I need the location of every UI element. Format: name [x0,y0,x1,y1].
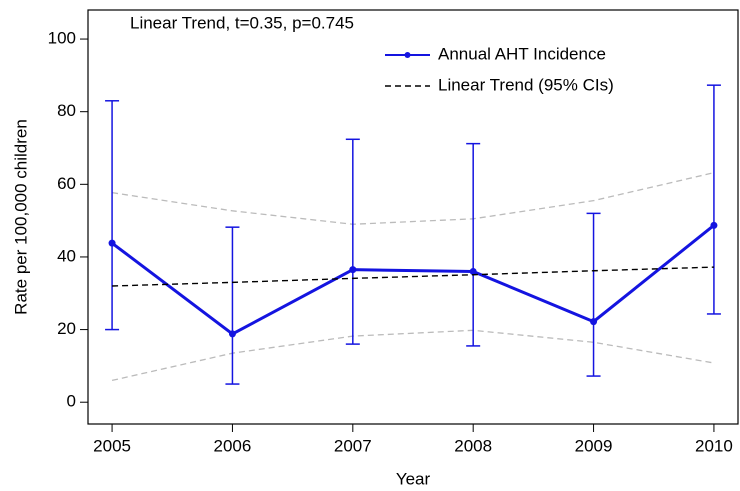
x-tick-label: 2010 [695,436,733,455]
point [108,239,116,247]
point [710,221,718,229]
point [228,330,236,338]
x-tick-label: 2005 [93,436,131,455]
ci-upper-line [111,172,715,225]
ci-lower-line [111,329,715,382]
plot-frame [87,9,739,425]
point [590,318,598,326]
y-axis-title: Rate per 100,000 children [11,119,30,315]
point [469,267,477,275]
y-tick-label: 80 [57,101,76,120]
legend-marker [404,52,411,58]
series-line [111,224,715,336]
x-tick-label: 2007 [334,436,372,455]
x-tick-label: 2006 [214,436,252,455]
series-line [112,266,714,287]
y-tick-label: 0 [67,392,76,411]
legend-label: Annual AHT Incidence [438,44,606,63]
legend-label: Linear Trend (95% CIs) [438,75,614,94]
y-tick-label: 40 [57,246,76,265]
x-axis-title: Year [396,469,431,488]
y-tick-label: 100 [48,29,76,48]
annotation: Linear Trend, t=0.35, p=0.745 [130,13,354,32]
x-tick-label: 2009 [575,436,613,455]
y-tick-label: 20 [57,319,76,338]
point [349,266,357,274]
x-tick-label: 2008 [454,436,492,455]
y-tick-label: 60 [57,174,76,193]
